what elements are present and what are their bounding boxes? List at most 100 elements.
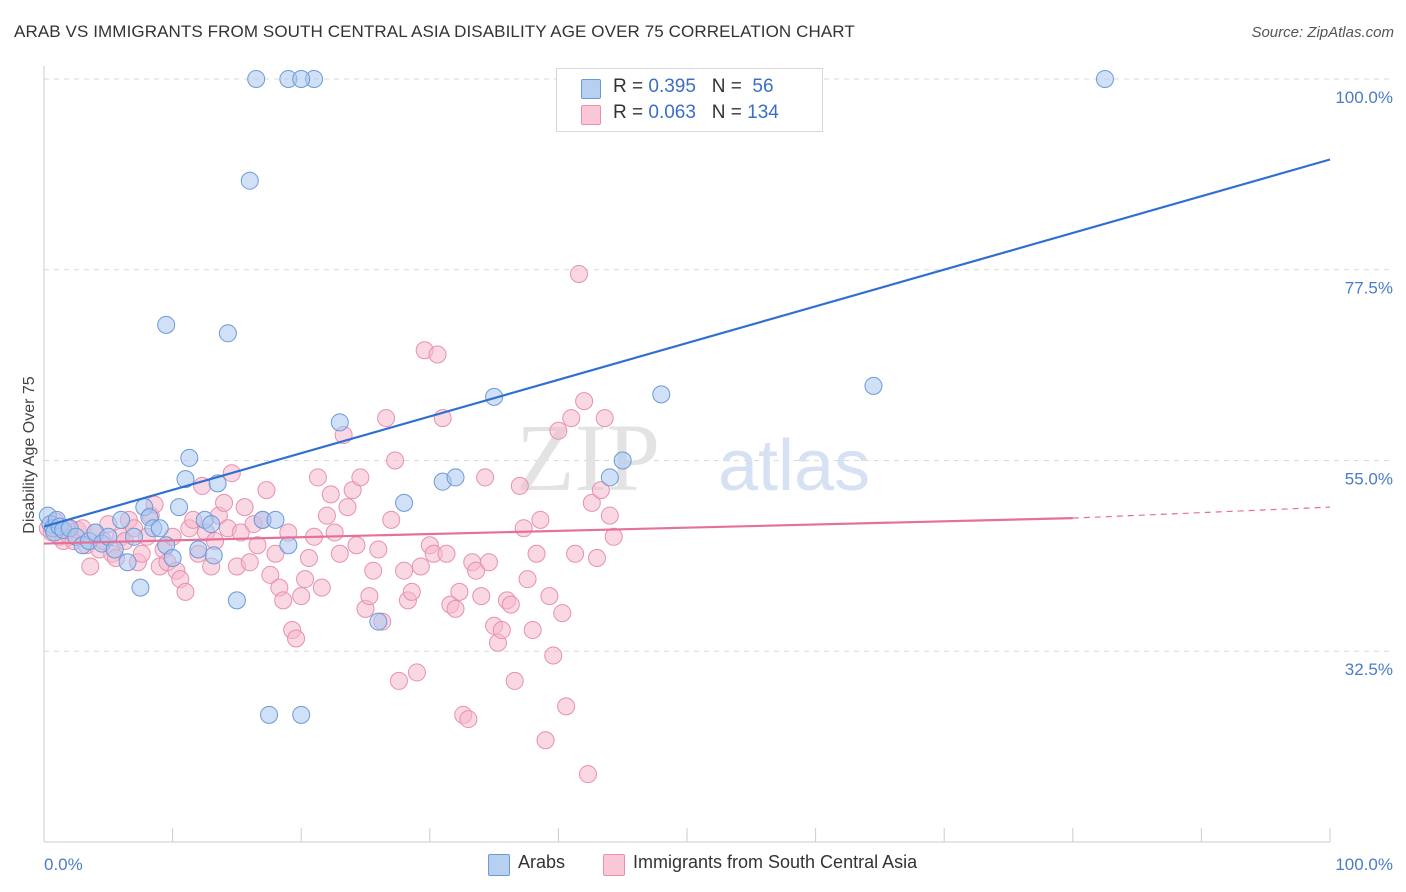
immigrants-point [382,510,401,529]
immigrants-point [215,493,234,512]
watermark-atlas: atlas [718,426,870,506]
immigrants-point [351,468,370,487]
immigrants-point [308,468,327,487]
immigrants-point [292,587,311,606]
immigrants-point [540,587,559,606]
arabs-point [180,448,199,467]
immigrants-point [514,519,533,538]
immigrants-point [467,561,486,580]
arabs-point [292,705,311,724]
immigrants-trend-line [43,517,1073,545]
immigrants-point [591,481,610,500]
arabs-point [395,493,414,512]
arabs-point [204,546,223,565]
immigrants-point [299,548,318,567]
immigrants-point [321,485,340,504]
immigrants-point [395,561,414,580]
immigrants-point [325,523,344,542]
immigrants-point [450,582,469,601]
arabs-point [218,324,237,343]
y-tick-label: 77.5% [1345,279,1393,298]
arabs-point [202,515,221,534]
y-tick-label: 100.0% [1335,88,1393,107]
arabs-point [864,376,883,395]
immigrants-point [582,493,601,512]
immigrants-legend-swatch [603,854,625,876]
immigrants-point [518,570,537,589]
immigrants-point [338,498,357,517]
immigrants-point [248,536,267,555]
source-credit: Source: ZipAtlas.com [1251,24,1394,41]
immigrants-point [257,481,276,500]
immigrants-point [562,409,581,428]
immigrants-point [446,599,465,618]
immigrants-swatch [581,105,601,125]
immigrants-point [479,553,498,572]
arabs-point [112,510,131,529]
stats-legend: R = 0.395 N = 56 R = 0.063 N = 134 [556,68,823,132]
trend-lines [43,158,1331,545]
arabs-point [125,527,144,546]
immigrants-r-value: 0.063 [648,102,696,123]
arabs-point [176,470,195,489]
arabs-legend-swatch [488,854,510,876]
immigrants-point [437,544,456,563]
arabs-point [157,315,176,334]
immigrants-point [575,392,594,411]
immigrants-point [231,523,250,542]
immigrants-point [536,731,555,750]
immigrants-point [557,697,576,716]
immigrants-point [377,409,396,428]
arabs-point [189,540,208,559]
immigrants-point [523,621,542,640]
immigrants-point [459,710,478,729]
immigrants-point [472,587,491,606]
immigrants-point [587,548,606,567]
immigrants-n-value: 134 [747,102,779,123]
immigrants-legend-label: Immigrants from South Central Asia [633,852,918,872]
y-tick-labels: 32.5% 55.0% 77.5% 100.0% [1335,88,1393,679]
immigrants-point [287,629,306,648]
immigrants-point [317,506,336,525]
immigrants-point [266,544,285,563]
chart-title: ARAB VS IMMIGRANTS FROM SOUTH CENTRAL AS… [14,22,855,41]
immigrants-point [492,621,511,640]
immigrants-trend-extension [1072,506,1331,519]
immigrants-point [510,476,529,495]
arabs-point [652,385,671,404]
immigrants-point [312,578,331,597]
arabs-point [330,413,349,432]
immigrants-point [505,671,524,690]
immigrants-point [501,595,520,614]
immigrants-point [553,604,572,623]
immigrants-point [527,544,546,563]
immigrants-point [261,565,280,584]
immigrants-r-label: R = [613,102,649,123]
immigrants-point [235,498,254,517]
watermark-zip: ZIP [516,404,660,511]
arabs-point [240,171,259,190]
immigrants-point [389,671,408,690]
immigrants-point [240,553,259,572]
arabs-point [369,612,388,631]
immigrants-point [476,468,495,487]
immigrants-point [549,421,568,440]
immigrants-point [569,264,588,283]
immigrants-n-label: N = [711,102,748,123]
y-tick-label: 55.0% [1345,469,1393,488]
immigrants-point [81,557,100,576]
arabs-trend-line [43,158,1331,528]
immigrants-point [176,582,195,601]
arabs-point [247,69,266,88]
immigrants-point [578,765,597,784]
arabs-r-value: 0.395 [648,76,696,97]
arabs-point [150,519,169,538]
immigrants-point [531,510,550,529]
immigrants-point [600,506,619,525]
arabs-point [485,387,504,406]
immigrants-point [132,544,151,563]
immigrants-point [274,591,293,610]
immigrants-point [360,587,379,606]
arabs-point [266,510,285,529]
arabs-point [279,536,298,555]
